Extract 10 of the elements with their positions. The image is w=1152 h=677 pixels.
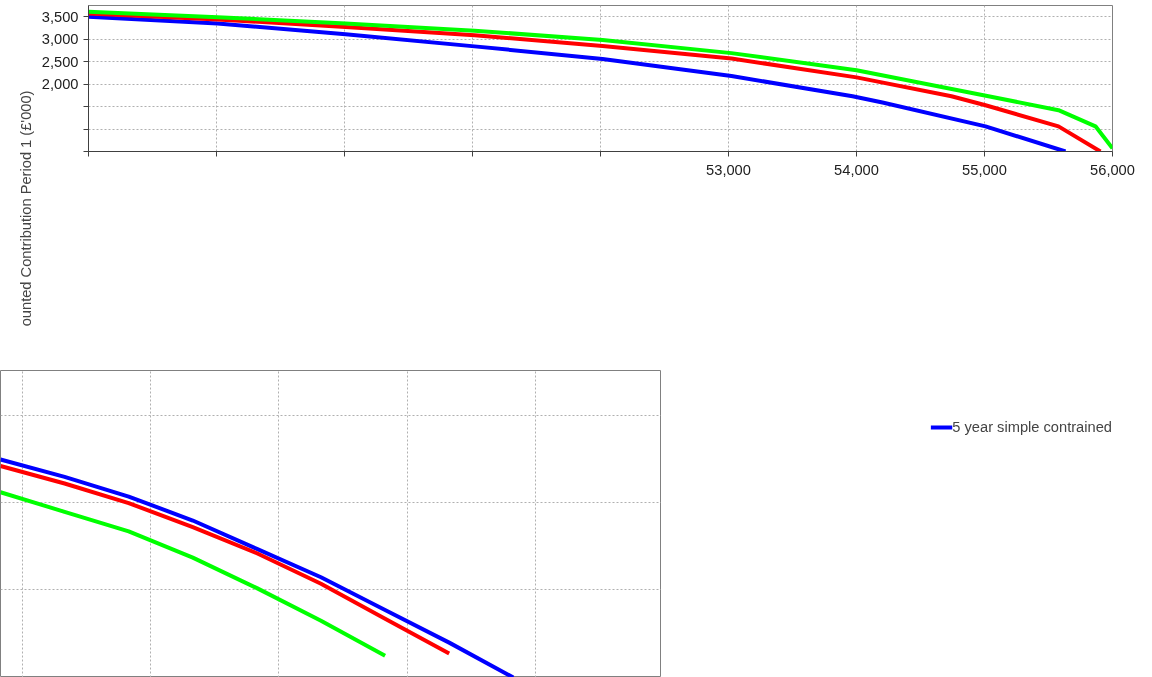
y-tick-label: 3,000 [41, 31, 79, 48]
x-tick-label: 56,000 [1090, 161, 1135, 178]
x-tick-label: 54,000 [834, 161, 879, 178]
y-tick-label: 2,500 [41, 53, 79, 70]
y-tick-label: 2,000 [41, 76, 79, 93]
y-tick-label: 3,500 [41, 8, 79, 25]
legend-label: 5 year simple contrained [952, 419, 1112, 435]
x-tick-label: 55,000 [962, 161, 1007, 178]
x-tick-label: 53,000 [706, 161, 751, 178]
y-axis-title: ounted Contribution Period 1 (£'000) [17, 90, 34, 327]
